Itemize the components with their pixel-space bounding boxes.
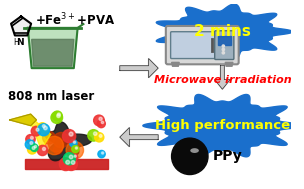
Circle shape — [36, 128, 39, 131]
Circle shape — [30, 136, 33, 139]
Text: +Fe$^{3+}$+PVA: +Fe$^{3+}$+PVA — [35, 12, 115, 29]
Circle shape — [54, 146, 62, 154]
Circle shape — [69, 132, 73, 136]
Text: N: N — [16, 38, 24, 47]
Text: 808 nm laser: 808 nm laser — [8, 90, 94, 103]
Circle shape — [57, 114, 60, 118]
Polygon shape — [10, 114, 36, 126]
Circle shape — [71, 161, 75, 164]
Circle shape — [97, 120, 105, 128]
Circle shape — [57, 113, 60, 116]
Polygon shape — [45, 122, 92, 161]
Circle shape — [69, 155, 73, 159]
Circle shape — [88, 130, 99, 141]
Circle shape — [73, 141, 76, 143]
Circle shape — [38, 124, 50, 136]
Circle shape — [51, 112, 63, 123]
Circle shape — [32, 147, 35, 149]
Circle shape — [49, 137, 64, 152]
Circle shape — [99, 117, 102, 120]
Circle shape — [45, 136, 63, 155]
Circle shape — [74, 155, 76, 157]
Polygon shape — [215, 65, 230, 89]
Circle shape — [65, 158, 78, 170]
Polygon shape — [32, 39, 74, 66]
Polygon shape — [11, 16, 31, 36]
Polygon shape — [225, 62, 233, 66]
Circle shape — [43, 131, 55, 144]
Text: 2 mins: 2 mins — [194, 24, 251, 39]
Circle shape — [72, 146, 79, 153]
Text: PPy: PPy — [213, 149, 243, 163]
Circle shape — [30, 144, 38, 151]
Circle shape — [27, 145, 37, 154]
Circle shape — [94, 115, 104, 126]
Polygon shape — [218, 36, 231, 45]
Circle shape — [31, 126, 41, 136]
Circle shape — [222, 48, 224, 51]
Circle shape — [98, 150, 105, 158]
Polygon shape — [25, 159, 108, 169]
FancyBboxPatch shape — [215, 31, 234, 60]
Polygon shape — [171, 62, 179, 66]
Circle shape — [38, 123, 47, 132]
Text: High performance: High performance — [155, 119, 290, 132]
Circle shape — [63, 153, 75, 165]
Polygon shape — [120, 59, 158, 78]
FancyBboxPatch shape — [171, 32, 215, 59]
Circle shape — [30, 142, 33, 144]
Polygon shape — [156, 4, 292, 59]
Circle shape — [37, 145, 48, 156]
Circle shape — [71, 154, 78, 161]
Circle shape — [75, 147, 78, 149]
Circle shape — [99, 135, 102, 137]
Circle shape — [59, 158, 72, 170]
Circle shape — [94, 132, 97, 135]
Polygon shape — [28, 28, 78, 68]
Ellipse shape — [190, 148, 199, 153]
Circle shape — [66, 160, 70, 164]
Circle shape — [43, 126, 47, 130]
Circle shape — [34, 146, 36, 148]
Circle shape — [95, 133, 104, 142]
Circle shape — [222, 45, 224, 47]
Circle shape — [70, 139, 77, 147]
Circle shape — [25, 140, 35, 149]
Polygon shape — [120, 128, 158, 147]
Circle shape — [101, 121, 104, 124]
Polygon shape — [143, 94, 302, 157]
Circle shape — [54, 132, 69, 148]
FancyBboxPatch shape — [166, 26, 239, 64]
Text: Microwave irradiation: Microwave irradiation — [154, 75, 291, 85]
Circle shape — [52, 111, 62, 121]
Circle shape — [43, 147, 46, 150]
Polygon shape — [31, 117, 51, 150]
Circle shape — [66, 142, 84, 159]
Text: H: H — [13, 38, 19, 47]
Circle shape — [63, 129, 76, 143]
Circle shape — [171, 138, 208, 174]
Circle shape — [222, 52, 224, 54]
Circle shape — [42, 125, 45, 128]
Circle shape — [102, 152, 104, 154]
Circle shape — [26, 135, 35, 144]
